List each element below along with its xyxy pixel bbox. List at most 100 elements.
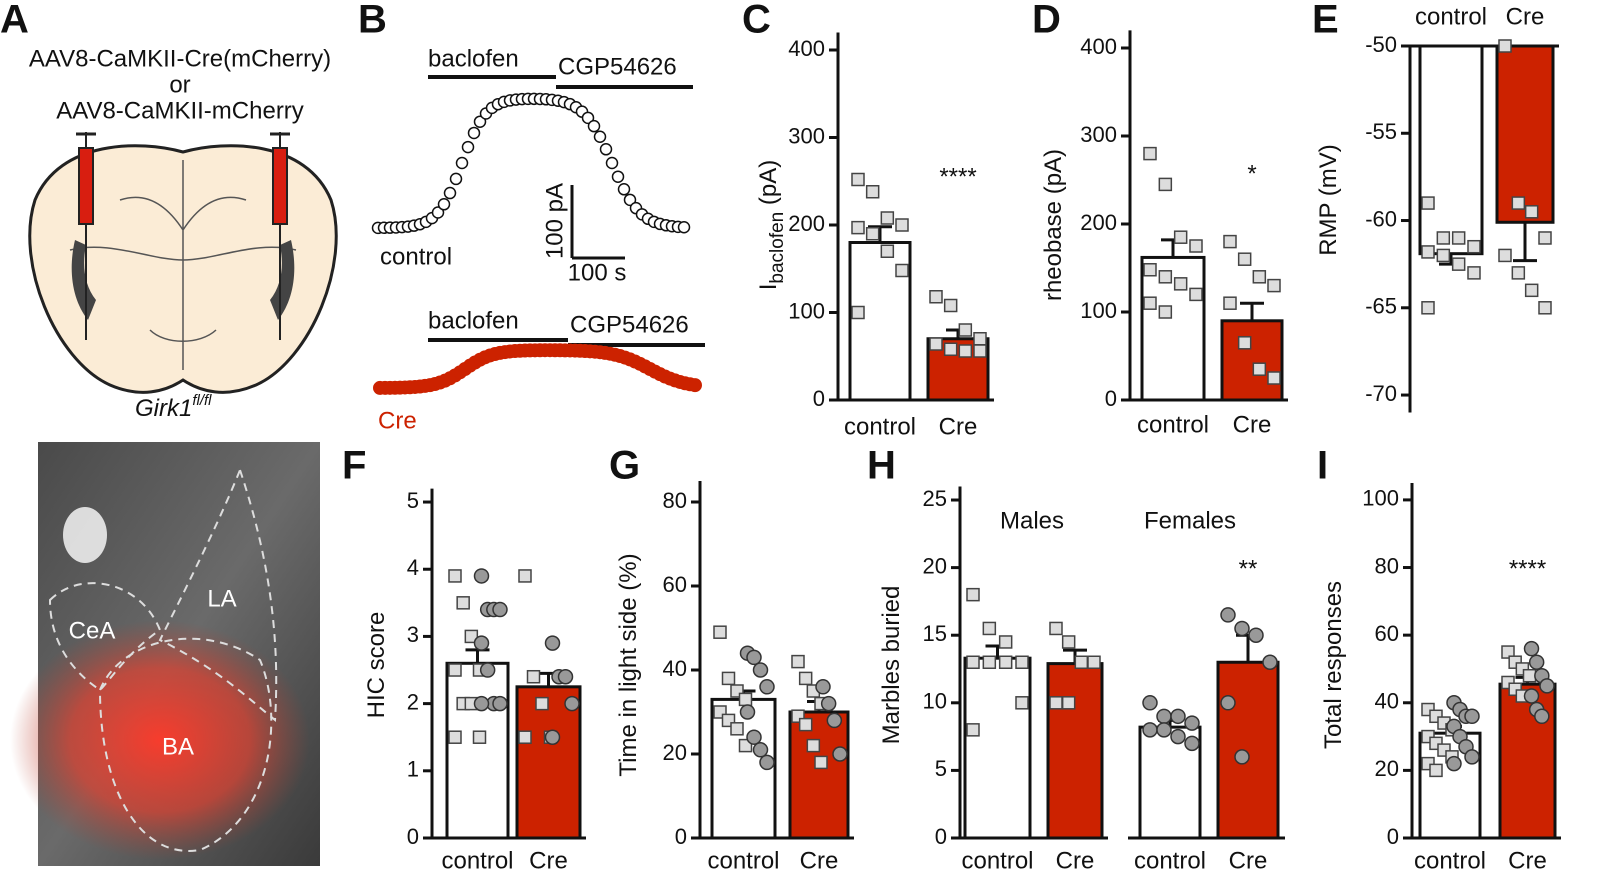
y-tick-label: 60 [663,572,687,597]
data-point [1156,708,1172,725]
trace-point [473,115,487,128]
data-point [464,629,479,644]
y-tick-label: 25 [923,486,947,511]
data-point [1421,245,1435,259]
data-point [806,738,821,753]
data-point [746,649,762,666]
trace-point [688,378,702,393]
x-tick-label: control [441,847,513,874]
trace-point [455,156,469,170]
data-point [721,671,736,686]
data-point [832,746,848,762]
y-axis-label: HIC score [363,612,390,719]
significance: **** [1509,555,1546,582]
data-point [880,244,895,258]
region-outlines [48,467,278,852]
trace-point [599,143,613,156]
x-tick-label: control [1415,3,1487,30]
data-point [966,587,980,602]
data-point [518,569,532,583]
y-tick-label: 400 [1080,34,1117,59]
trace-point [593,130,607,143]
bar [1046,662,1104,840]
data-point [998,655,1013,669]
y-tick-label: 2 [407,689,419,714]
data-point [1061,635,1076,649]
data-point [544,729,561,745]
x-tick-label: Cre [1508,847,1547,874]
y-tick-label: 20 [923,553,947,578]
data-point [1436,248,1451,263]
x-tick-label: control [844,413,916,440]
y-tick-label: 300 [788,123,825,148]
data-point [1156,722,1172,738]
y-axis-label-main: RMP (mV) [1315,144,1342,256]
data-point [1234,749,1250,765]
data-point [713,625,727,639]
data-point [929,337,943,351]
mouse-line: Girk1fl/fl [135,392,212,422]
y-tick-label: 60 [1375,621,1399,646]
y-axis-label-main: Marbles buried [878,586,905,745]
data-point [982,655,997,669]
trace-point [587,119,601,133]
trace-point [581,111,595,125]
x-tick-label: Cre [939,413,978,440]
data-point [1524,283,1539,298]
data-point [982,621,997,636]
data-point [730,722,744,736]
panel-letter: C [742,0,771,42]
y-tick-label: 40 [1375,689,1399,714]
data-point [1262,654,1278,670]
data-point [557,668,574,685]
data-point [966,723,980,737]
data-point [966,655,980,669]
data-point [1421,301,1435,315]
x-tick-label: Cre [529,847,568,874]
vector-label: AAV8-CaMKII-Cre(mCherry) [29,45,331,72]
data-point [473,695,490,712]
scale-label: 100 s [568,259,627,286]
y-axis-label-main: HIC score [363,612,390,719]
y-tick-label: 1 [407,757,419,782]
data-point [1538,301,1552,315]
x-tick-label: Cre [1229,847,1268,874]
data-point [479,662,496,678]
y-tick-label: 100 [1080,298,1117,323]
panel-letter: F [342,444,366,488]
data-point [1467,239,1481,254]
data-point [1173,277,1188,291]
bar [515,685,582,840]
data-point [1223,296,1237,310]
data-point [526,669,541,684]
significance: * [1247,160,1256,187]
syringe [76,132,290,340]
trace-point [431,206,445,219]
y-tick-label: 5 [935,756,947,781]
brain-detail [69,160,297,370]
data-point [851,305,865,320]
data-point [1539,678,1555,694]
data-point [1467,266,1481,280]
data-point [1143,296,1157,310]
data-point [1464,749,1480,765]
data-point [1252,270,1267,284]
y-tick-label: -50 [1365,32,1397,57]
data-point [448,569,462,583]
data-point [929,290,943,304]
trace-point [605,156,619,170]
y-axis-label: rheobase (pA) [1040,149,1067,301]
y-tick-label: 80 [1375,553,1399,578]
mcherry-signal [10,620,310,860]
x-tick-label: Cre [1506,3,1545,30]
trace-point [437,198,451,211]
trace-point [449,172,463,186]
data-point [535,696,549,711]
bar [445,661,510,840]
trace-label: Cre [378,407,417,434]
x-tick-label: control [1134,847,1206,874]
data-point [851,220,865,235]
data-point [746,729,762,745]
bright-spot [63,507,107,563]
